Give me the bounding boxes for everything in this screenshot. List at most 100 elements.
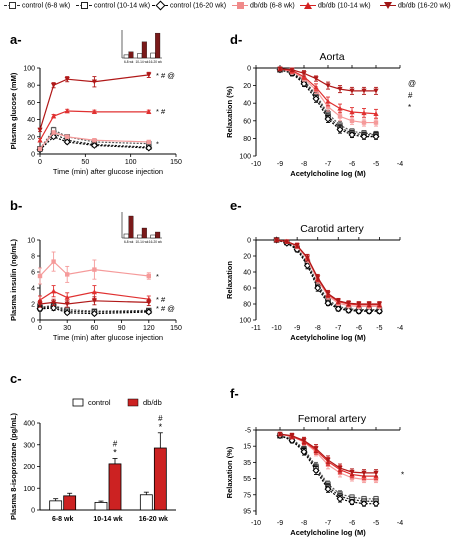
- inset-chart: 6-8 wk 10-14 wk 16-20 wk: [121, 30, 162, 64]
- data-point: [92, 138, 97, 143]
- x-tick-label: 30: [63, 325, 71, 332]
- x-tick-label: -9: [294, 325, 300, 332]
- data-point: [51, 83, 57, 88]
- legend-label: db/db (6-8 wk): [250, 2, 295, 10]
- inset-tick-label: 16-20 wk: [149, 60, 162, 64]
- x-tick-label: -5: [373, 520, 379, 527]
- inset-tick-label: 10-14 wk: [136, 240, 149, 244]
- data-point: [372, 133, 380, 141]
- x-tick-label: 100: [125, 159, 137, 166]
- bar-control: [139, 494, 153, 511]
- data-point: [51, 300, 57, 306]
- data-point: [90, 141, 98, 149]
- y-tick-label: 60: [243, 286, 251, 293]
- x-tick-label: -10: [251, 520, 261, 527]
- legend-label: db/db: [143, 398, 162, 407]
- x-tick-label: -8: [315, 325, 321, 332]
- panel-c: c- 0 100 200 300 400 Plasma 8-isoprostane (pg/…: [9, 371, 176, 523]
- y-tick-label: 0: [247, 238, 251, 245]
- panel-b: b- 0 2 4 6 8 10 0 30 60 90 120 150 Time (min) after g…: [9, 198, 182, 342]
- bar-dbdb: [63, 495, 77, 511]
- x-tick-label: 60: [91, 325, 99, 332]
- series: [36, 133, 153, 154]
- series: [37, 71, 152, 133]
- data-point: [324, 299, 332, 307]
- legend-swatch: [152, 2, 168, 9]
- x-axis-label: Time (min) after glucose injection: [53, 167, 163, 176]
- legend-item: db/db (16-20 wk): [380, 2, 451, 9]
- series: [276, 432, 380, 508]
- y-tick-label: 20: [243, 254, 251, 261]
- data-point: [50, 304, 58, 312]
- data-point: [372, 500, 380, 508]
- data-point: [360, 500, 368, 508]
- x-axis-label: Acetylcholine log (M): [290, 528, 366, 537]
- y-tick-label: 35: [243, 460, 251, 467]
- panel-label: e-: [230, 198, 242, 213]
- data-point: [300, 448, 308, 456]
- data-point: [361, 110, 367, 116]
- data-point: [51, 288, 57, 294]
- y-tick-label: 400: [23, 421, 35, 428]
- data-point: [51, 113, 57, 119]
- significance-mark: #: [158, 414, 163, 423]
- significance-mark: #: [113, 439, 118, 448]
- x-tick-label: -4: [397, 161, 403, 168]
- inset-bar-dbdb: [128, 51, 134, 59]
- y-tick-label: 40: [243, 270, 251, 277]
- x-tick-label: 150: [170, 159, 182, 166]
- data-point: [277, 431, 283, 437]
- x-tick-label: 50: [81, 159, 89, 166]
- data-point: [90, 310, 98, 318]
- y-tick-label: 40: [27, 117, 35, 124]
- x-tick-label: -5: [376, 325, 382, 332]
- y-tick-label: 2: [31, 302, 35, 309]
- series-line: [276, 239, 380, 311]
- y-tick-label: 80: [243, 136, 251, 143]
- data-point: [325, 83, 331, 89]
- bar-dbdb: [108, 463, 122, 511]
- data-point: [313, 446, 319, 452]
- legend-swatch: [232, 2, 248, 9]
- inset-bar-dbdb: [155, 32, 161, 59]
- significance-mark: *: [156, 272, 159, 281]
- panel-label: b-: [10, 198, 22, 213]
- x-tick-label: -7: [325, 520, 331, 527]
- legend-item: control (10-14 wk): [76, 2, 150, 9]
- data-point: [312, 95, 320, 103]
- y-tick-label: 0: [31, 318, 35, 325]
- y-axis-label: Plasma 8-isoprostane (pg/mL): [9, 412, 18, 520]
- data-point: [361, 120, 367, 125]
- x-tick-label: 6-8 wk: [52, 516, 74, 523]
- data-point: [301, 74, 307, 79]
- data-point: [335, 298, 341, 304]
- x-tick-label: -10: [272, 325, 282, 332]
- series: [37, 296, 152, 308]
- data-point: [325, 457, 331, 463]
- data-point: [312, 466, 320, 474]
- x-tick-label: -9: [277, 520, 283, 527]
- data-point: [37, 127, 43, 133]
- legend-swatch: [4, 2, 20, 9]
- data-point: [376, 301, 383, 307]
- y-axis-label: Relaxation (%): [225, 86, 234, 138]
- panel-label: d-: [230, 32, 242, 47]
- data-point: [337, 86, 343, 92]
- legend-swatch-control: [72, 398, 84, 407]
- data-point: [373, 88, 379, 94]
- data-point: [289, 433, 295, 439]
- y-tick-label: 4: [31, 286, 35, 293]
- data-point: [91, 79, 97, 85]
- significance-mark: *: [113, 447, 117, 457]
- inset-chart: 6-8 wk 10-14 wk 16-20 wk: [121, 212, 162, 244]
- panel-d: d- 0 20 40 60 80 100-10 -9 -8 -7 -6 -5 -4 Acetylcholi…: [225, 32, 416, 178]
- y-tick-label: 100: [23, 486, 35, 493]
- data-point: [325, 291, 331, 297]
- figure-legend: control (6-8 wk) control (10-14 wk) contro…: [0, 0, 452, 18]
- data-point: [349, 118, 355, 123]
- data-point: [361, 88, 367, 94]
- chart-title: Femoral artery: [298, 413, 367, 425]
- legend-swatch: [76, 2, 92, 9]
- x-tick-label: -6: [356, 325, 362, 332]
- data-point: [91, 109, 97, 115]
